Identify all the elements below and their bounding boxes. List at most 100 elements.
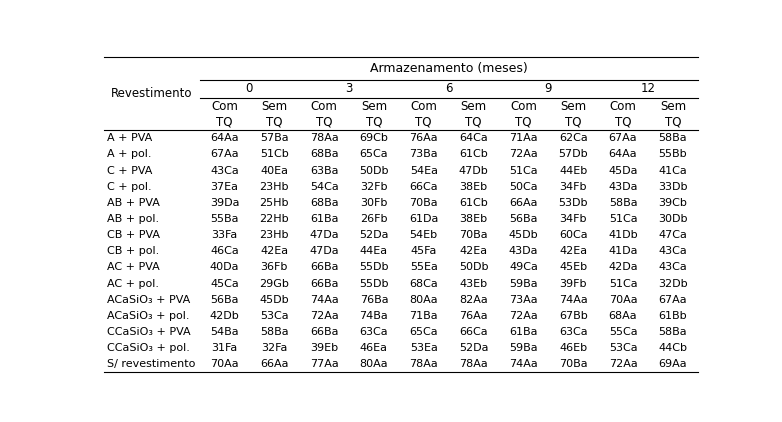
Text: 70Ba: 70Ba — [459, 230, 488, 240]
Text: 72Aa: 72Aa — [608, 359, 637, 369]
Text: 45Da: 45Da — [608, 165, 638, 176]
Text: 70Aa: 70Aa — [608, 295, 637, 305]
Text: CCaSiO₃ + pol.: CCaSiO₃ + pol. — [107, 343, 190, 353]
Text: 42Ea: 42Ea — [460, 246, 488, 256]
Text: 50Ca: 50Ca — [509, 182, 538, 192]
Text: 58Ba: 58Ba — [658, 327, 687, 337]
Text: 74Ba: 74Ba — [360, 311, 389, 321]
Text: 74Aa: 74Aa — [559, 295, 587, 305]
Text: 50Db: 50Db — [459, 262, 488, 273]
Text: 63Ca: 63Ca — [559, 327, 587, 337]
Text: CCaSiO₃ + PVA: CCaSiO₃ + PVA — [107, 327, 191, 337]
Text: 74Aa: 74Aa — [509, 359, 538, 369]
Text: 44Eb: 44Eb — [559, 165, 587, 176]
Text: 45Eb: 45Eb — [559, 262, 587, 273]
Text: 64Aa: 64Aa — [608, 149, 637, 160]
Text: 78Aa: 78Aa — [310, 133, 339, 143]
Text: Sem
TQ: Sem TQ — [261, 100, 287, 128]
Text: 32Fb: 32Fb — [361, 182, 388, 192]
Text: 67Aa: 67Aa — [658, 295, 687, 305]
Text: 67Aa: 67Aa — [210, 149, 239, 160]
Text: 42Da: 42Da — [608, 262, 638, 273]
Text: 25Hb: 25Hb — [260, 198, 289, 208]
Text: 68Ba: 68Ba — [310, 198, 339, 208]
Text: 72Aa: 72Aa — [509, 311, 538, 321]
Text: 64Ca: 64Ca — [459, 133, 488, 143]
Text: 40Ea: 40Ea — [260, 165, 289, 176]
Text: 64Aa: 64Aa — [210, 133, 239, 143]
Text: 53Db: 53Db — [558, 198, 588, 208]
Text: 57Ba: 57Ba — [260, 133, 289, 143]
Text: 60Ca: 60Ca — [559, 230, 587, 240]
Text: 65Ca: 65Ca — [410, 327, 438, 337]
Text: 0: 0 — [246, 82, 253, 95]
Text: 72Aa: 72Aa — [310, 311, 339, 321]
Text: 80Aa: 80Aa — [410, 295, 438, 305]
Text: Revestimento: Revestimento — [111, 87, 192, 100]
Text: 76Aa: 76Aa — [410, 133, 438, 143]
Text: A + pol.: A + pol. — [107, 149, 152, 160]
Text: Com
TQ: Com TQ — [211, 100, 238, 128]
Text: 33Fa: 33Fa — [211, 230, 238, 240]
Text: Sem
TQ: Sem TQ — [560, 100, 586, 128]
Text: 40Da: 40Da — [210, 262, 239, 273]
Text: 30Db: 30Db — [658, 214, 687, 224]
Text: Armazenamento (meses): Armazenamento (meses) — [370, 62, 528, 75]
Text: 63Ca: 63Ca — [360, 327, 388, 337]
Text: 77Aa: 77Aa — [310, 359, 339, 369]
Text: A + PVA: A + PVA — [107, 133, 152, 143]
Text: 72Aa: 72Aa — [509, 149, 538, 160]
Text: 37Ea: 37Ea — [210, 182, 239, 192]
Text: 54Ca: 54Ca — [310, 182, 339, 192]
Text: 41Da: 41Da — [608, 246, 638, 256]
Text: 52Da: 52Da — [459, 343, 488, 353]
Text: 61Cb: 61Cb — [459, 198, 488, 208]
Text: 52Da: 52Da — [359, 230, 389, 240]
Text: 23Hb: 23Hb — [260, 230, 289, 240]
Text: 70Ba: 70Ba — [559, 359, 587, 369]
Text: 76Ba: 76Ba — [360, 295, 388, 305]
Text: CB + PVA: CB + PVA — [107, 230, 160, 240]
Text: Com
TQ: Com TQ — [310, 100, 338, 128]
Text: 45Db: 45Db — [260, 295, 289, 305]
Text: 61Bb: 61Bb — [658, 311, 687, 321]
Text: 66Ba: 66Ba — [310, 327, 339, 337]
Text: 43Eb: 43Eb — [460, 279, 488, 289]
Text: 61Ba: 61Ba — [509, 327, 538, 337]
Text: 55Ea: 55Ea — [410, 262, 438, 273]
Text: 54Eb: 54Eb — [410, 230, 438, 240]
Text: 68Aa: 68Aa — [608, 311, 637, 321]
Text: 42Ea: 42Ea — [260, 246, 289, 256]
Text: 51Ca: 51Ca — [509, 165, 538, 176]
Text: 76Aa: 76Aa — [459, 311, 488, 321]
Text: 73Ba: 73Ba — [410, 149, 438, 160]
Text: 6: 6 — [445, 82, 453, 95]
Text: 26Fb: 26Fb — [361, 214, 388, 224]
Text: 71Aa: 71Aa — [509, 133, 538, 143]
Text: 61Da: 61Da — [409, 214, 439, 224]
Text: CB + pol.: CB + pol. — [107, 246, 159, 256]
Text: 61Ba: 61Ba — [310, 214, 339, 224]
Text: 73Aa: 73Aa — [509, 295, 538, 305]
Text: 43Da: 43Da — [508, 246, 538, 256]
Text: Sem
TQ: Sem TQ — [361, 100, 387, 128]
Text: 63Ba: 63Ba — [310, 165, 339, 176]
Text: 58Ba: 58Ba — [658, 133, 687, 143]
Text: 66Ba: 66Ba — [310, 279, 339, 289]
Text: 32Fa: 32Fa — [261, 343, 288, 353]
Text: 39Eb: 39Eb — [310, 343, 338, 353]
Text: 46Eb: 46Eb — [559, 343, 587, 353]
Text: 55Ca: 55Ca — [608, 327, 637, 337]
Text: 82Aa: 82Aa — [459, 295, 488, 305]
Text: 43Ca: 43Ca — [658, 262, 687, 273]
Text: 74Aa: 74Aa — [310, 295, 339, 305]
Text: AC + pol.: AC + pol. — [107, 279, 159, 289]
Text: 55Bb: 55Bb — [658, 149, 687, 160]
Text: 66Ca: 66Ca — [410, 182, 438, 192]
Text: 61Cb: 61Cb — [459, 149, 488, 160]
Text: 67Bb: 67Bb — [559, 311, 587, 321]
Text: 55Ba: 55Ba — [210, 214, 239, 224]
Text: 36Fb: 36Fb — [260, 262, 288, 273]
Text: 66Ca: 66Ca — [459, 327, 488, 337]
Text: 59Ba: 59Ba — [509, 279, 538, 289]
